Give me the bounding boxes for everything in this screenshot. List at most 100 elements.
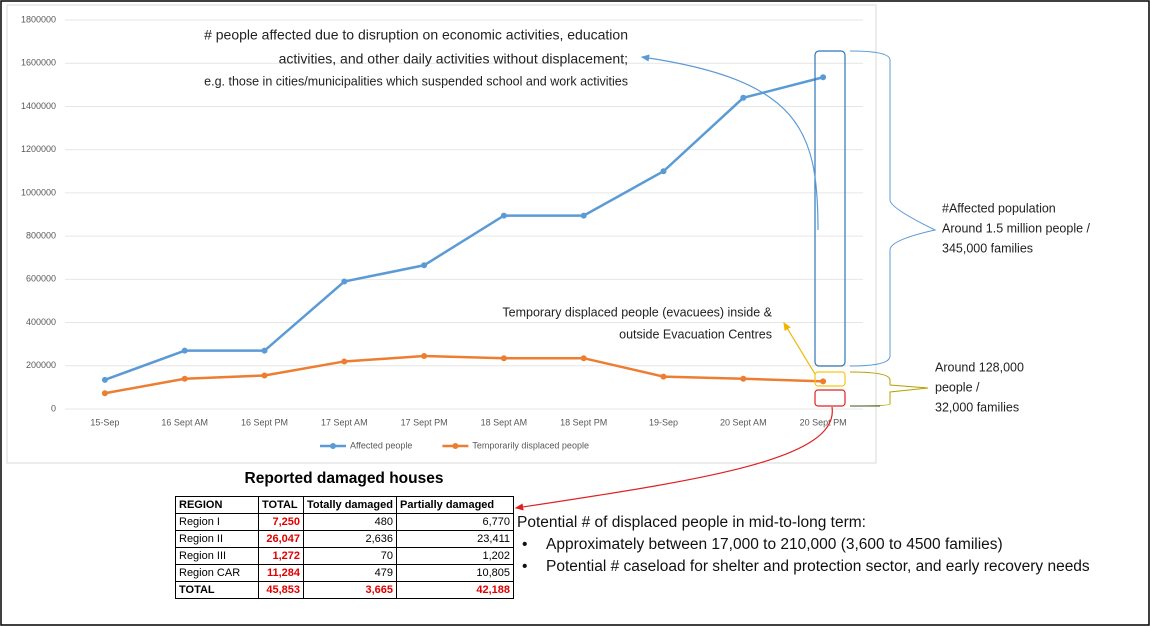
- legend-marker: [452, 443, 459, 449]
- table-cell: 6,770: [395, 513, 514, 531]
- y-tick-label: 200000: [26, 360, 56, 370]
- annotation: # people affected due to disruption on e…: [204, 27, 628, 43]
- point: [421, 353, 428, 360]
- point: [820, 74, 827, 81]
- potential-box: [814, 389, 846, 407]
- annotation: Temporary displaced people (evacuees) in…: [502, 305, 772, 319]
- table-cell: 23,411: [395, 530, 514, 548]
- table-row: Region I 7,250 480 6,770: [175, 513, 514, 531]
- potential-arrow: [514, 406, 833, 511]
- x-tick-label: 18 Sept AM: [481, 417, 528, 427]
- point: [181, 347, 188, 354]
- point: [101, 376, 108, 383]
- affected-box: [814, 50, 846, 367]
- x-tick-label: 17 Sept PM: [401, 417, 448, 427]
- point: [101, 390, 108, 397]
- table-cell: 1,202: [395, 547, 514, 565]
- plot: 0 200000 400000 600000 800000 1000000 1200000 1…: [21, 14, 863, 450]
- point: [740, 375, 747, 382]
- annotation: activities, and other daily activities w…: [279, 51, 628, 67]
- table: REGION TOTAL Totally damaged Partially dama…: [175, 496, 514, 599]
- displaced-brace: [849, 371, 929, 407]
- table-header-row: REGION TOTAL Totally damaged Partially dama…: [175, 496, 514, 514]
- legend-label: Temporarily displaced people: [472, 440, 589, 450]
- y-tick-label: 0: [51, 403, 56, 413]
- table-cell: 2,636: [303, 530, 397, 548]
- point: [580, 212, 587, 219]
- note-bullet: Approximately between 17,000 to 210,000 …: [517, 534, 1137, 556]
- table-cell: Region I: [175, 513, 259, 531]
- point: [421, 262, 428, 269]
- table-cell: 480: [303, 513, 397, 531]
- table-row: Region III 1,272 70 1,202: [175, 547, 514, 565]
- table-cell: 42,188: [395, 581, 514, 599]
- y-tick-label: 800000: [26, 230, 56, 240]
- annotation: Around 1.5 million people /: [942, 221, 1091, 235]
- legend-label: Affected people: [350, 440, 412, 450]
- series-line: [104, 354, 824, 395]
- table-row: TOTAL 45,853 3,665 42,188: [175, 581, 514, 599]
- displaced-box: [814, 371, 846, 387]
- annotation: people /: [935, 380, 980, 394]
- y-tick-label: 1200000: [21, 144, 56, 154]
- y-tick-label: 600000: [26, 274, 56, 284]
- table-cell: Region III: [175, 547, 259, 565]
- point: [500, 212, 507, 219]
- point: [660, 373, 667, 380]
- point: [740, 94, 747, 101]
- annotation: Around 128,000: [935, 360, 1024, 374]
- x-tick-label: 17 Sept AM: [321, 417, 368, 427]
- point: [820, 378, 827, 385]
- displaced-arrow: [783, 321, 816, 375]
- note: Potential # of displaced people in mid-t…: [517, 512, 1137, 578]
- y-tick-label: 1400000: [21, 101, 56, 111]
- x-tick-label: 16 Sept AM: [161, 417, 208, 427]
- annotation: 345,000 families: [942, 241, 1033, 255]
- table-cell: 11,284: [258, 564, 304, 582]
- header-cell: Totally damaged: [303, 496, 397, 514]
- y-tick-label: 1600000: [21, 58, 56, 68]
- note-heading: Potential # of displaced people in mid-t…: [517, 514, 866, 531]
- point: [660, 168, 667, 175]
- note-bullet: Potential # caseload for shelter and pro…: [517, 556, 1137, 578]
- table-cell: 26,047: [258, 530, 304, 548]
- table-cell: 7,250: [258, 513, 304, 531]
- legend-marker: [330, 443, 336, 449]
- x-tick-label: 19-Sep: [649, 417, 678, 427]
- table-row: Region II 26,047 2,636 23,411: [175, 530, 514, 548]
- point: [261, 347, 268, 354]
- x-tick-label: 16 Sept PM: [241, 417, 288, 427]
- annotation: e.g. those in cities/municipalities whic…: [204, 74, 628, 88]
- y-tick-label: 1000000: [21, 187, 56, 197]
- point: [580, 355, 587, 362]
- affected-arrow: [640, 54, 819, 231]
- affected-brace: [849, 50, 937, 367]
- y-tick-label: 400000: [26, 317, 56, 327]
- table-cell: 45,853: [258, 581, 304, 599]
- series-line: [104, 76, 824, 381]
- header-cell: TOTAL: [258, 496, 304, 514]
- table-cell: TOTAL: [175, 581, 259, 599]
- point: [261, 372, 268, 379]
- point: [500, 355, 507, 362]
- table-cell: 479: [303, 564, 397, 582]
- annotation: #Affected population: [942, 201, 1056, 215]
- table-row: Region CAR 11,284 479 10,805: [175, 564, 514, 582]
- annotation: outside Evacuation Centres: [619, 327, 772, 341]
- table-cell: Region CAR: [175, 564, 259, 582]
- point: [341, 358, 348, 365]
- y-tick-label: 1800000: [21, 14, 56, 24]
- point: [181, 375, 188, 382]
- annotation: 32,000 families: [935, 400, 1019, 414]
- point: [341, 278, 348, 285]
- table-title: Reported damaged houses: [244, 470, 444, 487]
- x-tick-label: 20 Sept PM: [800, 417, 847, 427]
- table-cell: 10,805: [395, 564, 514, 582]
- x-tick-label: 15-Sep: [90, 417, 119, 427]
- table-cell: 1,272: [258, 547, 304, 565]
- table-cell: 70: [303, 547, 397, 565]
- header-cell: Partially damaged: [395, 496, 514, 514]
